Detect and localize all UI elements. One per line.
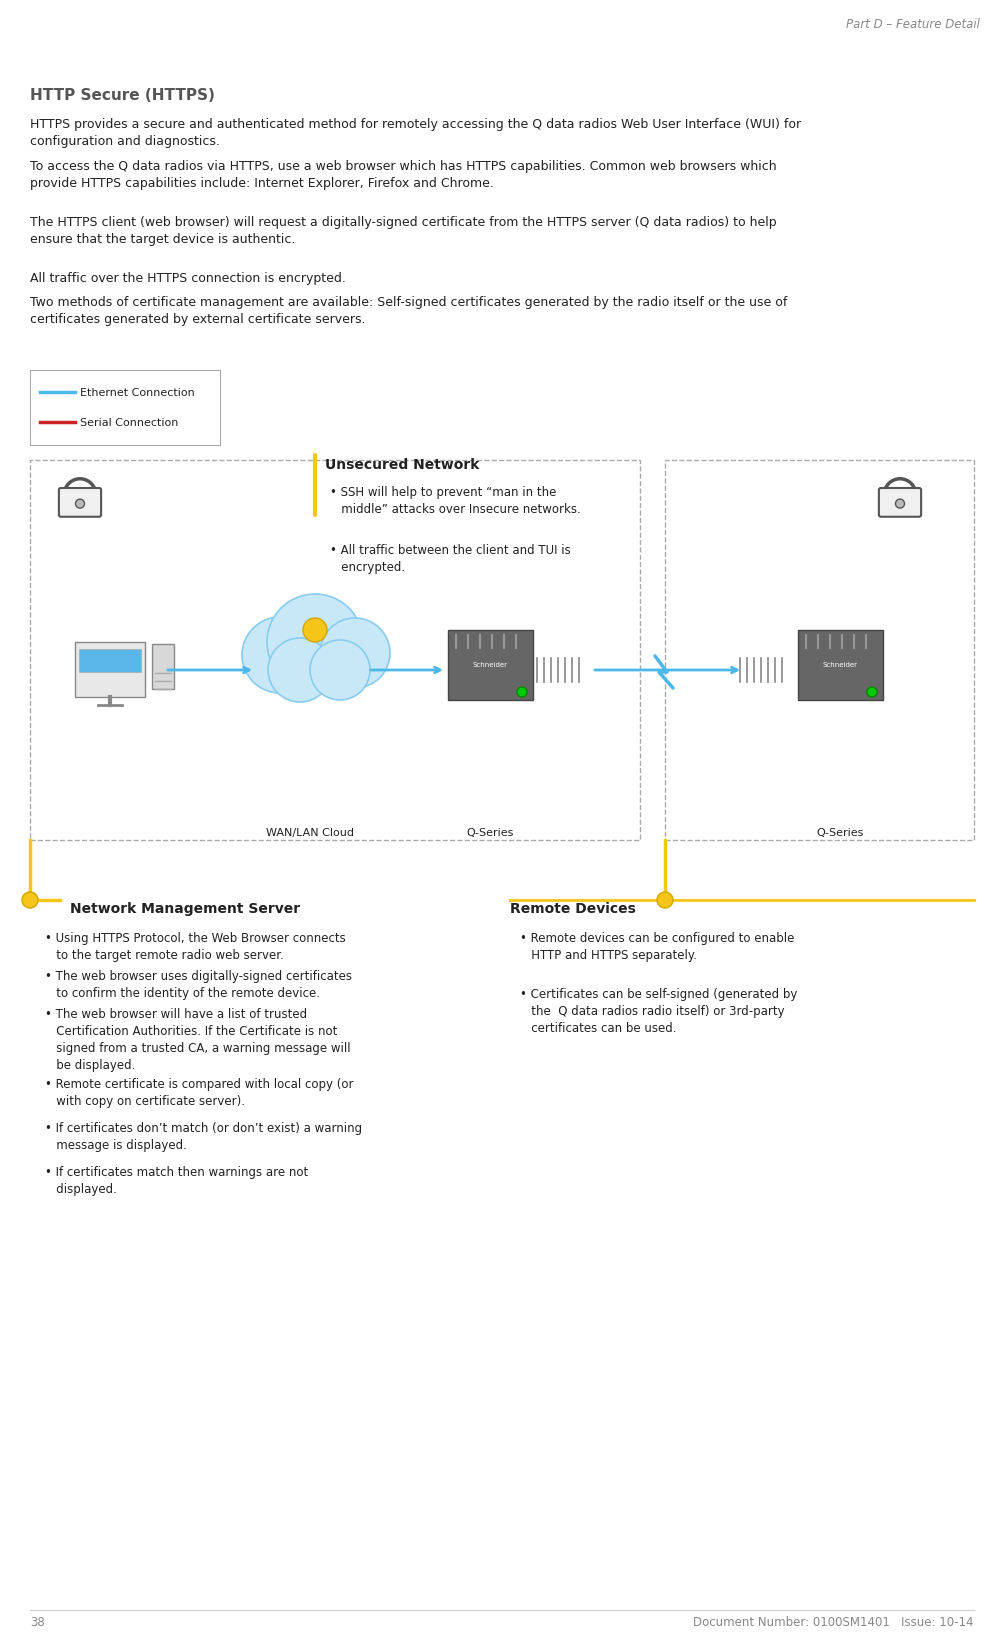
FancyBboxPatch shape — [59, 488, 101, 517]
Bar — [75, 641, 144, 697]
Text: • The web browser will have a list of trusted
   Certification Authorities. If t: • The web browser will have a list of tr… — [45, 1008, 350, 1072]
Text: All traffic over the HTTPS connection is encrypted.: All traffic over the HTTPS connection is… — [30, 272, 345, 285]
Text: Q-Series: Q-Series — [815, 828, 863, 838]
Text: The HTTPS client (web browser) will request a digitally-signed certificate from : The HTTPS client (web browser) will requ… — [30, 216, 776, 247]
Text: Q-Series: Q-Series — [465, 828, 514, 838]
Text: • Remote devices can be configured to enable
   HTTP and HTTPS separately.: • Remote devices can be configured to en… — [520, 933, 793, 962]
Text: Document Number: 0100SM1401   Issue: 10-14: Document Number: 0100SM1401 Issue: 10-14 — [693, 1616, 973, 1629]
Bar — [30, 460, 639, 839]
Bar — [447, 630, 533, 700]
Text: Unsecured Network: Unsecured Network — [325, 458, 478, 473]
Text: Part D – Feature Detail: Part D – Feature Detail — [846, 18, 979, 31]
FancyBboxPatch shape — [878, 488, 920, 517]
Text: • SSH will help to prevent “man in the
   middle” attacks over Insecure networks: • SSH will help to prevent “man in the m… — [330, 486, 580, 515]
Text: Network Management Server: Network Management Server — [70, 901, 300, 916]
Circle shape — [867, 687, 877, 697]
Text: Serial Connection: Serial Connection — [80, 419, 179, 429]
Text: HTTPS provides a secure and authenticated method for remotely accessing the Q da: HTTPS provides a secure and authenticate… — [30, 118, 800, 149]
Text: Two methods of certificate management are available: Self-signed certificates ge: Two methods of certificate management ar… — [30, 296, 786, 327]
Circle shape — [75, 499, 84, 509]
Circle shape — [242, 617, 318, 694]
Text: • If certificates match then warnings are not
   displayed.: • If certificates match then warnings ar… — [45, 1166, 308, 1196]
Bar — [664, 460, 973, 839]
Text: • All traffic between the client and TUI is
   encrypted.: • All traffic between the client and TUI… — [330, 545, 570, 574]
Text: Remote Devices: Remote Devices — [510, 901, 635, 916]
Text: • Certificates can be self-signed (generated by
   the  Q data radios radio itse: • Certificates can be self-signed (gener… — [520, 988, 796, 1036]
Bar — [30, 370, 220, 445]
Bar — [151, 645, 174, 689]
Text: 38: 38 — [30, 1616, 45, 1629]
Text: • Remote certificate is compared with local copy (or
   with copy on certificate: • Remote certificate is compared with lo… — [45, 1078, 353, 1108]
Circle shape — [517, 687, 527, 697]
Circle shape — [267, 594, 363, 690]
Text: • Using HTTPS Protocol, the Web Browser connects
   to the target remote radio w: • Using HTTPS Protocol, the Web Browser … — [45, 933, 345, 962]
Text: To access the Q data radios via HTTPS, use a web browser which has HTTPS capabil: To access the Q data radios via HTTPS, u… — [30, 160, 776, 190]
Circle shape — [895, 499, 904, 509]
Circle shape — [310, 640, 370, 700]
Circle shape — [22, 892, 38, 908]
Bar — [79, 649, 140, 672]
Bar — [797, 630, 882, 700]
Text: Schneider: Schneider — [821, 663, 857, 667]
Text: Ethernet Connection: Ethernet Connection — [80, 388, 195, 398]
Text: WAN/LAN Cloud: WAN/LAN Cloud — [266, 828, 354, 838]
Text: • The web browser uses digitally-signed certificates
   to confirm the identity : • The web browser uses digitally-signed … — [45, 970, 352, 1000]
Circle shape — [303, 618, 327, 641]
Circle shape — [320, 618, 389, 689]
Text: Schneider: Schneider — [472, 663, 507, 667]
Circle shape — [268, 638, 332, 702]
Circle shape — [656, 892, 672, 908]
Text: HTTP Secure (HTTPS): HTTP Secure (HTTPS) — [30, 88, 215, 103]
Text: • If certificates don’t match (or don’t exist) a warning
   message is displayed: • If certificates don’t match (or don’t … — [45, 1122, 362, 1152]
